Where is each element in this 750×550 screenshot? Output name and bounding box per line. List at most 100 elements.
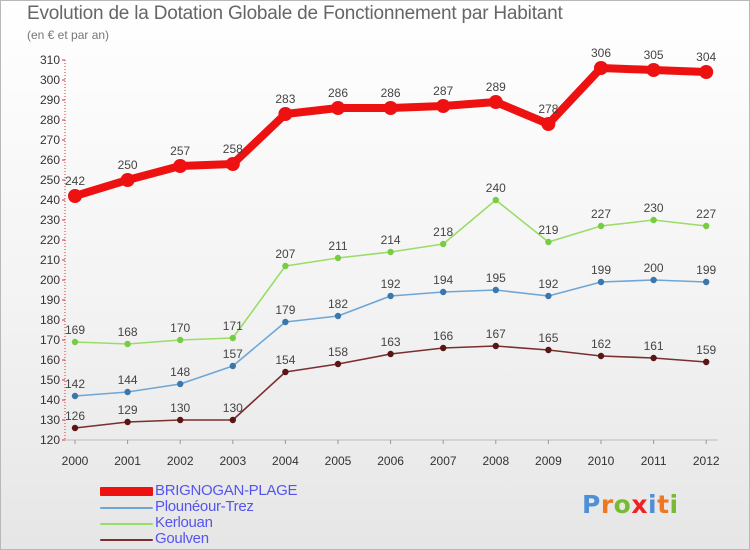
data-label: 144 xyxy=(118,373,138,387)
data-point xyxy=(597,278,605,286)
data-point xyxy=(331,101,345,115)
legend-label: BRIGNOGAN-PLAGE xyxy=(155,482,298,499)
data-label: 170 xyxy=(170,321,190,335)
data-point xyxy=(71,338,79,346)
data-label: 192 xyxy=(538,277,558,291)
data-point xyxy=(436,99,451,113)
data-label: 227 xyxy=(591,207,611,221)
data-label: 306 xyxy=(591,46,611,60)
data-label: 304 xyxy=(696,50,716,64)
y-tick-label: 230 xyxy=(40,213,60,227)
x-tick-label: 2001 xyxy=(114,454,141,468)
data-point xyxy=(124,340,131,348)
y-tick-label: 160 xyxy=(40,353,60,367)
legend-label: Kerlouan xyxy=(155,514,213,531)
data-point xyxy=(646,63,661,77)
data-label: 161 xyxy=(644,339,664,353)
data-point xyxy=(597,222,605,230)
y-tick-label: 310 xyxy=(40,53,60,67)
data-point xyxy=(225,157,240,171)
data-point xyxy=(597,352,605,360)
data-label: 283 xyxy=(275,92,295,106)
data-label: 199 xyxy=(591,263,611,277)
chart-title: Evolution de la Dotation Globale de Fonc… xyxy=(27,3,563,24)
data-point xyxy=(492,286,499,294)
data-label: 194 xyxy=(433,273,453,287)
data-label: 169 xyxy=(65,323,85,337)
data-label: 230 xyxy=(644,201,664,215)
y-tick-label: 220 xyxy=(40,233,60,247)
y-tick-label: 120 xyxy=(40,433,60,447)
data-point xyxy=(177,380,184,388)
legend-swatch xyxy=(100,523,153,525)
data-label: 148 xyxy=(170,365,190,379)
legend-swatch xyxy=(100,507,153,509)
data-point xyxy=(541,117,556,131)
proxiti-logo: Proxiti xyxy=(582,490,679,519)
data-label: 211 xyxy=(328,239,347,253)
logo-letter: o xyxy=(613,490,632,519)
data-label: 286 xyxy=(328,86,348,100)
data-label: 130 xyxy=(170,401,190,415)
logo-letter: x xyxy=(631,490,648,519)
data-label: 250 xyxy=(118,158,138,172)
chart-subtitle: (en € et par an) xyxy=(27,28,110,42)
data-point xyxy=(334,360,342,368)
data-point xyxy=(68,189,82,203)
data-point xyxy=(282,262,289,270)
data-label: 278 xyxy=(538,102,558,116)
data-label: 168 xyxy=(118,325,138,339)
data-label: 165 xyxy=(538,331,558,345)
data-point xyxy=(703,222,710,230)
y-tick-label: 300 xyxy=(40,73,60,87)
data-label: 218 xyxy=(433,225,453,239)
data-point xyxy=(278,107,293,121)
data-label: 162 xyxy=(591,337,611,351)
data-point xyxy=(383,101,398,115)
data-label: 219 xyxy=(538,223,558,237)
x-tick-label: 2005 xyxy=(325,454,352,468)
series-line-goulven xyxy=(74,345,708,429)
data-point xyxy=(387,248,394,256)
legend-label: Plounéour-Trez xyxy=(155,498,254,515)
data-point xyxy=(120,173,135,187)
data-label: 159 xyxy=(696,343,716,357)
series-layer xyxy=(68,61,714,432)
x-tick-label: 2002 xyxy=(167,454,194,468)
y-tick-label: 260 xyxy=(40,153,60,167)
logo-letter: t xyxy=(657,490,670,519)
data-point xyxy=(650,354,657,362)
data-point xyxy=(440,288,447,296)
data-labels-layer: 126 129 130 130 154 158 163 166 167 165 162 161 159 1… xyxy=(65,46,717,423)
data-point xyxy=(124,418,131,426)
data-point xyxy=(650,216,657,224)
logo-letter: r xyxy=(600,490,614,519)
data-point xyxy=(440,240,447,248)
data-label: 171 xyxy=(223,319,243,333)
data-label: 214 xyxy=(381,233,401,247)
y-tick-label: 130 xyxy=(40,413,60,427)
data-label: 240 xyxy=(486,181,506,195)
chart-axes: 120 130 140 150 160 170 180 190 200 210 220 230 240 2… xyxy=(40,53,720,468)
data-label: 242 xyxy=(65,174,85,188)
legend-swatch xyxy=(100,487,153,496)
data-point xyxy=(545,346,552,354)
data-point xyxy=(71,392,79,400)
data-label: 258 xyxy=(223,142,243,156)
data-label: 195 xyxy=(486,271,506,285)
x-tick-label: 2004 xyxy=(272,454,299,468)
data-point xyxy=(440,344,447,352)
x-tick-label: 2009 xyxy=(535,454,562,468)
x-tick-label: 2010 xyxy=(588,454,615,468)
data-point xyxy=(71,424,79,432)
y-tick-label: 270 xyxy=(40,133,60,147)
data-label: 154 xyxy=(275,353,295,367)
data-label: 158 xyxy=(328,345,348,359)
logo-letter: P xyxy=(582,490,601,519)
logo-letter: i xyxy=(648,490,658,519)
legend-swatch xyxy=(100,539,153,541)
data-label: 289 xyxy=(486,80,506,94)
x-tick-label: 2007 xyxy=(430,454,457,468)
data-point xyxy=(488,95,503,109)
data-label: 163 xyxy=(381,335,401,349)
